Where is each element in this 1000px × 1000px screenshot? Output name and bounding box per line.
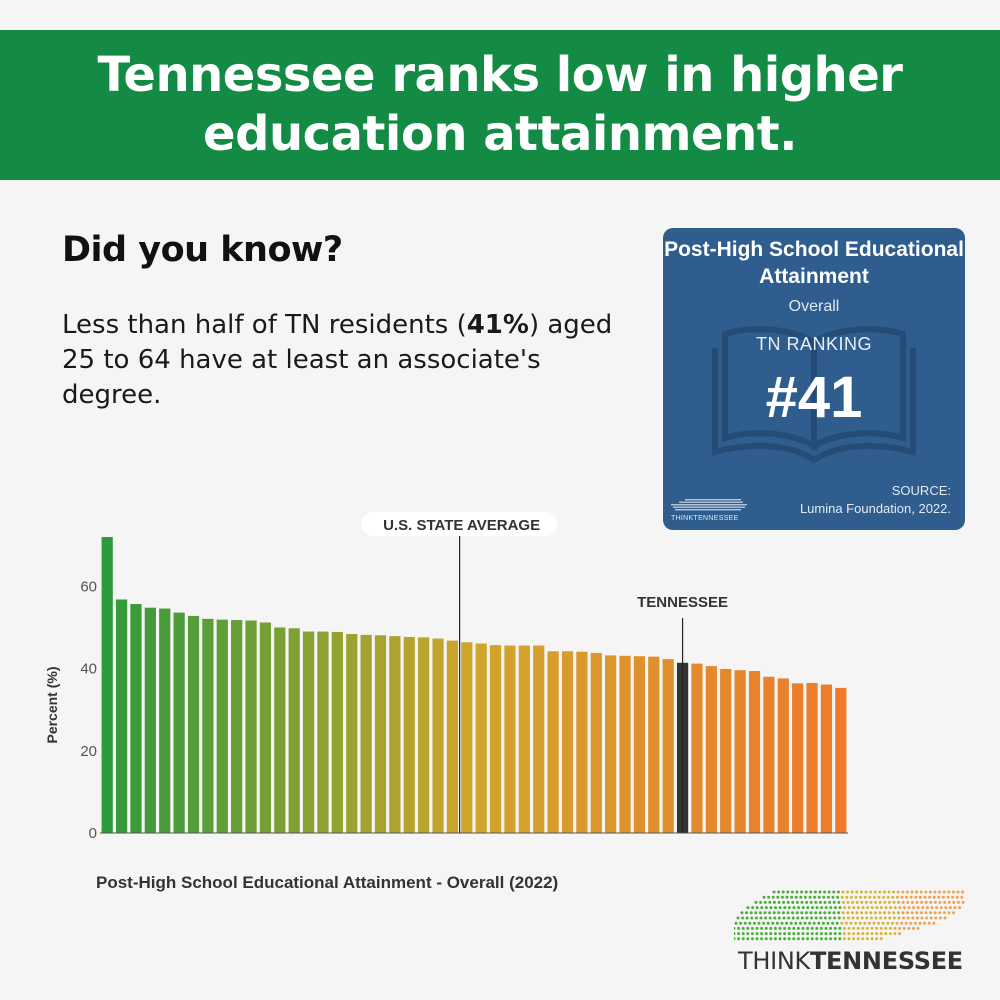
did-you-know-heading: Did you know?	[62, 230, 343, 270]
brand-think: THINK	[738, 947, 810, 975]
bar	[144, 607, 156, 833]
y-tick-label: 60	[80, 578, 97, 595]
bar	[489, 645, 502, 833]
bar	[202, 618, 214, 833]
bar	[633, 656, 646, 833]
bar	[418, 637, 430, 833]
bar	[518, 645, 530, 833]
bar	[705, 666, 717, 833]
bar	[403, 636, 415, 833]
bar	[576, 651, 588, 833]
brand-tennessee: TENNESSEE	[809, 947, 963, 975]
intro-text: Less than half of TN residents (41%) age…	[62, 308, 622, 412]
attainment-bar-chart: 0 20 40 60 Percent (%) U.S. STATE AVERAGE TENN…	[44, 512, 848, 842]
bar	[231, 620, 243, 833]
bar	[302, 631, 315, 833]
bar	[777, 678, 789, 833]
bar	[504, 645, 516, 833]
y-tick-label: 40	[80, 661, 97, 678]
intro-text-highlight: 41%	[466, 310, 529, 340]
bar	[389, 636, 401, 833]
bar	[605, 655, 617, 833]
card-rank: #41	[765, 365, 863, 430]
bar	[245, 620, 257, 833]
annotation-label: TENNESSEE	[637, 594, 728, 611]
bar	[475, 643, 487, 833]
bar	[461, 642, 473, 833]
bar	[374, 635, 387, 833]
bar	[159, 608, 171, 833]
y-tick-label: 0	[89, 825, 97, 842]
bar	[720, 668, 732, 833]
book-icon	[712, 326, 916, 464]
bar	[763, 676, 775, 833]
bar	[734, 670, 746, 833]
ranking-card: Post-High School Educational Attainment …	[663, 228, 965, 530]
bar	[288, 628, 300, 833]
annotation-label: U.S. STATE AVERAGE	[383, 517, 540, 534]
page-title: Tennessee ranks low in higher education …	[97, 47, 903, 162]
card-source-text: Lumina Foundation, 2022.	[799, 500, 951, 516]
bar	[590, 652, 602, 833]
card-rank-label: TN RANKING	[755, 334, 872, 354]
bar	[331, 631, 343, 833]
y-tick-label: 20	[80, 743, 97, 760]
bar	[115, 599, 128, 833]
annotation-label-bg	[361, 512, 558, 536]
bar	[187, 615, 200, 833]
bar	[561, 651, 574, 833]
bar	[274, 627, 286, 833]
bar	[662, 659, 674, 833]
bar	[547, 651, 559, 833]
bar	[748, 671, 761, 833]
bar	[820, 684, 833, 833]
card-subtitle: Overall	[788, 298, 840, 315]
bar	[130, 604, 142, 833]
think-tennessee-logo-dots	[734, 890, 965, 941]
card-logo-icon	[671, 499, 747, 511]
card-title: Post-High School Educational Attainment	[664, 238, 964, 289]
bar	[346, 634, 358, 833]
bar	[360, 634, 372, 833]
bar	[533, 645, 545, 833]
bar	[432, 638, 444, 833]
bar	[216, 619, 228, 833]
bar	[648, 656, 660, 833]
title-banner: Tennessee ranks low in higher education …	[0, 30, 1000, 180]
intro-text-end: ) aged 25 to 64 have at least an associa…	[62, 310, 613, 410]
card-source: SOURCE: Lumina Foundation, 2022.	[800, 482, 951, 517]
bar	[317, 631, 329, 833]
bar	[446, 640, 459, 833]
bar	[691, 663, 703, 833]
bar	[619, 655, 631, 833]
y-axis-label: Percent (%)	[44, 666, 60, 743]
bar	[835, 687, 847, 833]
card-source-label: SOURCE:	[891, 483, 951, 498]
card-logo-text: THINKTENNESSEE	[671, 515, 739, 522]
think-tennessee-logo-text: THINKTENNESSEE	[738, 947, 963, 975]
bar	[806, 682, 818, 833]
bar	[792, 683, 804, 833]
bar	[101, 537, 113, 833]
bar	[173, 612, 185, 833]
chart-title: Post-High School Educational Attainment …	[96, 873, 559, 892]
intro-text-start: Less than half of TN residents (	[62, 310, 467, 340]
bar	[259, 622, 272, 833]
